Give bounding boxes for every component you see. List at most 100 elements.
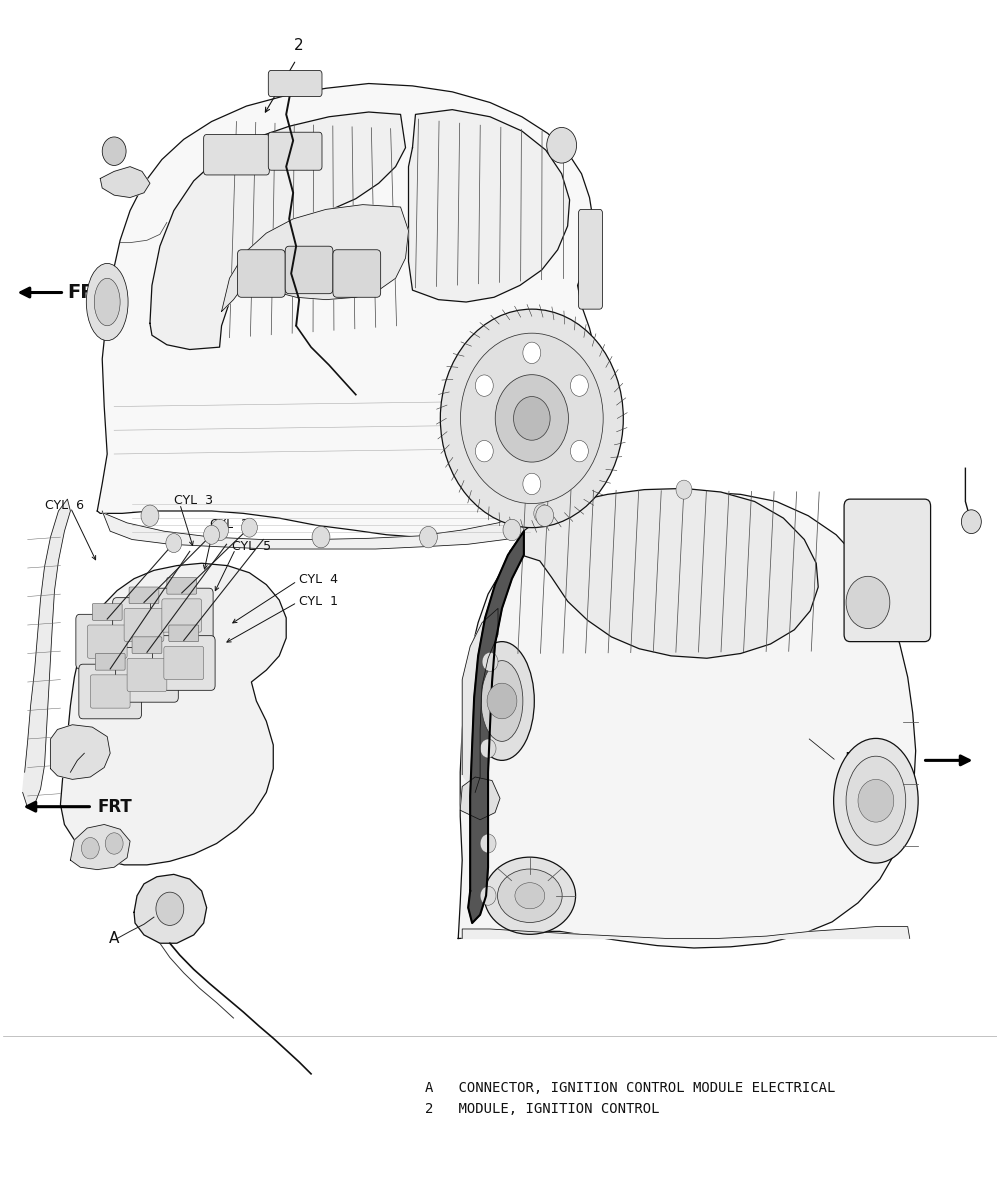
- Polygon shape: [462, 608, 498, 792]
- Ellipse shape: [498, 869, 562, 922]
- Circle shape: [547, 128, 577, 163]
- FancyBboxPatch shape: [132, 637, 162, 654]
- Polygon shape: [458, 492, 916, 948]
- Ellipse shape: [86, 264, 128, 341]
- Circle shape: [460, 333, 603, 503]
- Polygon shape: [222, 205, 409, 311]
- Circle shape: [961, 509, 981, 533]
- Circle shape: [503, 519, 521, 540]
- Circle shape: [846, 576, 890, 629]
- Ellipse shape: [481, 661, 523, 741]
- FancyBboxPatch shape: [237, 249, 285, 297]
- Polygon shape: [70, 824, 130, 870]
- Polygon shape: [102, 507, 550, 549]
- Text: CYL  1: CYL 1: [299, 595, 338, 607]
- Circle shape: [570, 375, 588, 396]
- Polygon shape: [462, 927, 910, 939]
- FancyBboxPatch shape: [124, 608, 164, 642]
- Polygon shape: [468, 531, 524, 923]
- Circle shape: [514, 396, 550, 440]
- Circle shape: [487, 684, 517, 719]
- Text: 2: 2: [72, 765, 82, 780]
- Polygon shape: [150, 112, 406, 350]
- FancyBboxPatch shape: [152, 636, 215, 691]
- FancyBboxPatch shape: [285, 246, 333, 293]
- Ellipse shape: [94, 278, 120, 326]
- Text: CYL  3: CYL 3: [174, 494, 213, 507]
- FancyBboxPatch shape: [95, 654, 125, 670]
- Circle shape: [475, 440, 493, 462]
- Polygon shape: [134, 874, 207, 944]
- Ellipse shape: [846, 756, 906, 846]
- Ellipse shape: [484, 857, 576, 934]
- Circle shape: [480, 886, 496, 905]
- FancyBboxPatch shape: [129, 587, 159, 604]
- Circle shape: [523, 474, 541, 495]
- FancyBboxPatch shape: [113, 598, 175, 653]
- FancyBboxPatch shape: [116, 648, 178, 703]
- Circle shape: [105, 833, 123, 854]
- Circle shape: [166, 533, 182, 552]
- Circle shape: [482, 653, 498, 672]
- Circle shape: [241, 518, 257, 537]
- Circle shape: [440, 309, 623, 527]
- Circle shape: [475, 375, 493, 396]
- Circle shape: [676, 480, 692, 499]
- Text: 2   MODULE, IGNITION CONTROL: 2 MODULE, IGNITION CONTROL: [425, 1102, 660, 1117]
- Circle shape: [204, 525, 220, 544]
- Polygon shape: [97, 84, 595, 537]
- Text: FRT: FRT: [97, 798, 132, 816]
- FancyBboxPatch shape: [167, 577, 197, 594]
- Text: A: A: [109, 931, 119, 946]
- Text: 2: 2: [294, 38, 304, 52]
- Circle shape: [534, 503, 550, 523]
- Text: FRT: FRT: [67, 283, 108, 302]
- FancyBboxPatch shape: [333, 249, 381, 297]
- FancyBboxPatch shape: [92, 604, 122, 620]
- FancyBboxPatch shape: [844, 499, 931, 642]
- Text: CYL  2: CYL 2: [210, 518, 249, 531]
- FancyBboxPatch shape: [76, 614, 139, 669]
- Ellipse shape: [470, 642, 534, 760]
- Text: CYL  6: CYL 6: [45, 499, 84, 512]
- Polygon shape: [60, 563, 286, 865]
- Polygon shape: [409, 110, 570, 302]
- Polygon shape: [23, 499, 70, 808]
- Circle shape: [480, 834, 496, 853]
- FancyBboxPatch shape: [162, 599, 202, 632]
- Text: CYL  4: CYL 4: [299, 574, 338, 587]
- FancyBboxPatch shape: [579, 210, 602, 309]
- FancyBboxPatch shape: [87, 625, 127, 659]
- FancyBboxPatch shape: [79, 665, 142, 719]
- Ellipse shape: [515, 883, 545, 909]
- Circle shape: [81, 837, 99, 859]
- FancyBboxPatch shape: [268, 132, 322, 171]
- Text: FRT: FRT: [844, 750, 885, 769]
- FancyBboxPatch shape: [204, 135, 269, 175]
- FancyBboxPatch shape: [150, 588, 213, 643]
- Circle shape: [141, 505, 159, 526]
- Circle shape: [480, 738, 496, 758]
- Circle shape: [211, 519, 229, 540]
- Ellipse shape: [834, 738, 918, 863]
- Circle shape: [102, 137, 126, 166]
- Circle shape: [523, 342, 541, 364]
- FancyBboxPatch shape: [268, 70, 322, 97]
- FancyBboxPatch shape: [169, 625, 199, 642]
- Circle shape: [312, 526, 330, 548]
- Circle shape: [536, 505, 554, 526]
- Circle shape: [156, 892, 184, 926]
- Polygon shape: [100, 167, 150, 198]
- Text: CYL  5: CYL 5: [232, 540, 271, 554]
- FancyBboxPatch shape: [164, 647, 204, 680]
- Circle shape: [419, 526, 437, 548]
- Text: A   CONNECTOR, IGNITION CONTROL MODULE ELECTRICAL: A CONNECTOR, IGNITION CONTROL MODULE ELE…: [425, 1081, 836, 1095]
- FancyBboxPatch shape: [90, 675, 130, 709]
- Polygon shape: [51, 724, 110, 779]
- FancyBboxPatch shape: [127, 659, 167, 692]
- Polygon shape: [510, 488, 818, 659]
- Circle shape: [495, 375, 568, 462]
- Polygon shape: [460, 777, 500, 820]
- Circle shape: [570, 440, 588, 462]
- Circle shape: [858, 779, 894, 822]
